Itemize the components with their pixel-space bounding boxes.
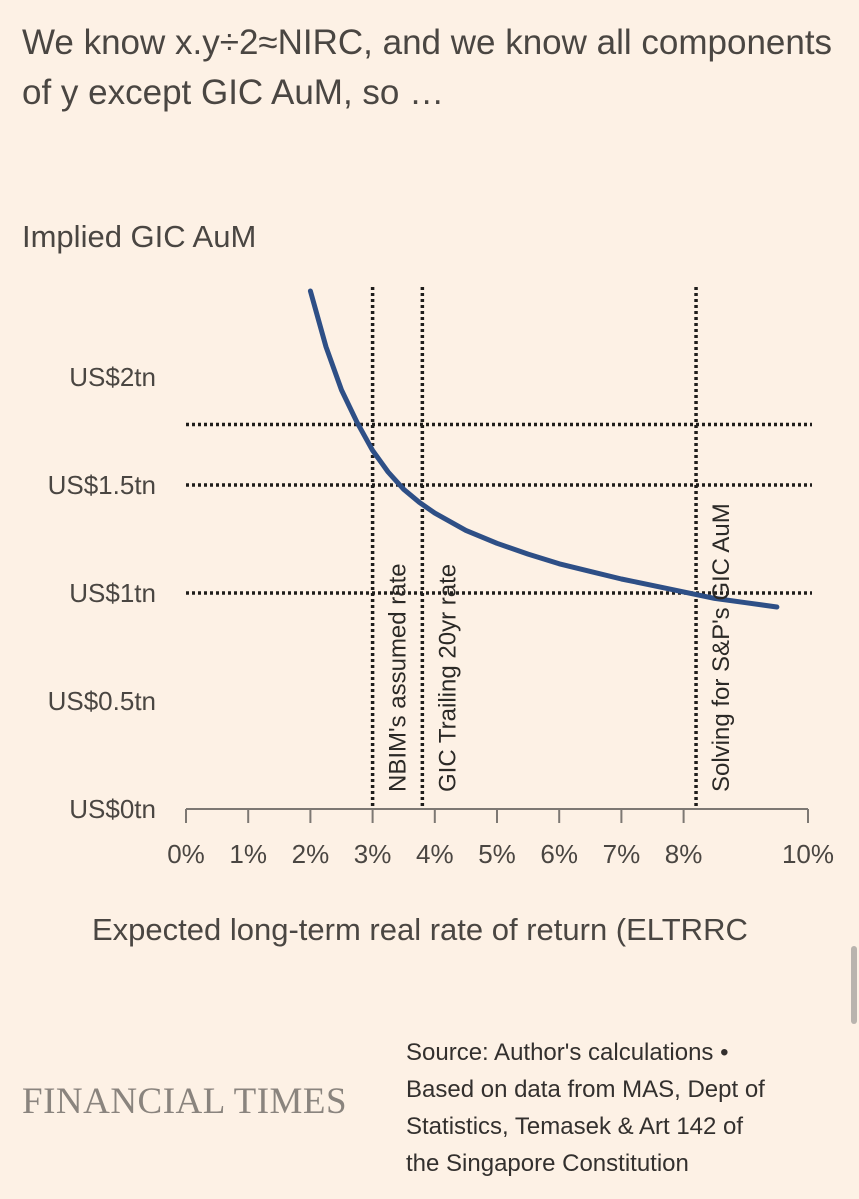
y-axis: US$0tn US$0.5tn US$1tn US$1.5tn US$2tn (48, 362, 156, 824)
x-axis: 0% 1% 2% 3% 4% 5% 6% 7% 8% 10% (167, 808, 834, 869)
headline-line-1: We know x.y÷2≈NIRC, and we know all comp… (22, 23, 833, 62)
source-line: Source: Author's calculations • (406, 1039, 729, 1066)
y-tick-label: US$0.5tn (48, 686, 156, 716)
horizontal-reference-lines (186, 422, 812, 595)
x-axis-title: Expected long-term real rate of return (… (92, 912, 748, 947)
scrollbar-thumb[interactable] (851, 946, 857, 1024)
chart: Implied GIC AuM US$0tn US$0.5tn US$1tn US$1… (22, 219, 834, 947)
x-tick-label: 10% (782, 839, 834, 869)
x-tick-label: 8% (665, 839, 703, 869)
x-tick-label: 4% (416, 839, 454, 869)
x-tick-label: 0% (167, 839, 205, 869)
source-line: Statistics, Temasek & Art 142 of (406, 1113, 744, 1140)
x-tick-label: 3% (354, 839, 392, 869)
source-line: Based on data from MAS, Dept of (406, 1076, 765, 1103)
x-tick-label: 5% (478, 839, 516, 869)
x-tick-label: 2% (292, 839, 330, 869)
series-lines (307, 288, 780, 610)
chart-title: Implied GIC AuM (22, 219, 256, 254)
headline: We know x.y÷2≈NIRC, and we know all comp… (22, 18, 852, 118)
x-tick-label: 6% (540, 839, 578, 869)
source-line: the Singapore Constitution (406, 1150, 689, 1177)
vertical-reference-lines (370, 287, 698, 806)
brand-logo: FINANCIAL TIMES (22, 1081, 348, 1122)
y-tick-label: US$1tn (69, 578, 156, 608)
headline-line-2: of y except GIC AuM, so … (22, 73, 445, 112)
x-tick-label: 7% (603, 839, 641, 869)
reference-line-label: NBIM's assumed rate (385, 563, 412, 792)
reference-line-labels: NBIM's assumed rate GIC Trailing 20yr rat… (385, 503, 735, 792)
reference-line-label: Solving for S&P's GIC AuM (708, 503, 735, 792)
x-tick-label: 1% (229, 839, 267, 869)
series-line (307, 288, 780, 610)
reference-line-label: GIC Trailing 20yr rate (434, 564, 461, 792)
source-note: Source: Author's calculations • Based on… (406, 1034, 846, 1182)
y-tick-label: US$0tn (69, 794, 156, 824)
y-tick-label: US$1.5tn (48, 470, 156, 500)
y-tick-label: US$2tn (69, 362, 156, 392)
